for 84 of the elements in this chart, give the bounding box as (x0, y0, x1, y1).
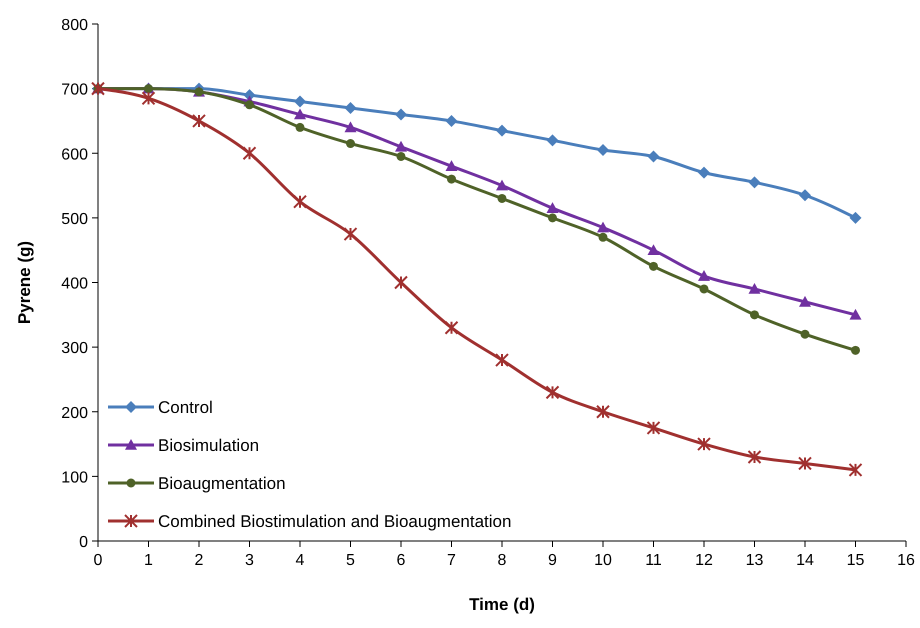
point (396, 152, 406, 161)
point (546, 385, 560, 400)
point (346, 139, 355, 148)
y-tick-label: 400 (61, 276, 88, 292)
x-tick-label: 13 (746, 552, 764, 569)
y-tick-label: 800 (61, 17, 88, 34)
point (245, 100, 254, 110)
x-tick-label: 5 (346, 552, 356, 569)
x-tick-label: 0 (94, 552, 103, 569)
x-tick-label: 11 (645, 552, 662, 569)
point (648, 150, 660, 162)
point (748, 450, 762, 464)
point (799, 296, 811, 307)
point (851, 346, 860, 355)
point (850, 212, 862, 224)
x-tick-label: 10 (594, 552, 612, 569)
x-tick-label: 3 (245, 552, 254, 569)
point (798, 456, 812, 470)
y-tick-label: 0 (79, 534, 88, 551)
point (395, 108, 407, 120)
y-axis-title: Pyrene (g) (15, 240, 34, 324)
x-tick-label: 2 (194, 552, 204, 569)
point (598, 232, 608, 242)
point (395, 140, 407, 152)
point (698, 166, 710, 179)
point (344, 121, 356, 132)
point (748, 176, 760, 188)
point (192, 114, 206, 128)
point (293, 194, 307, 209)
point (850, 308, 862, 320)
point (750, 310, 759, 320)
y-tick-label: 200 (61, 404, 88, 422)
point (142, 91, 156, 106)
point (446, 114, 458, 127)
point (848, 462, 862, 477)
point (649, 262, 658, 271)
legend-label: Bioaugmentation (158, 474, 286, 493)
point (495, 353, 509, 368)
legend-label: Biosimulation (158, 436, 260, 455)
point (597, 144, 609, 156)
point (496, 124, 508, 137)
y-tick-label: 500 (61, 210, 88, 228)
point (394, 276, 408, 290)
point (697, 437, 711, 452)
point (344, 102, 356, 114)
point (748, 282, 760, 294)
point (242, 146, 256, 160)
y-tick-label: 100 (61, 469, 88, 486)
point (700, 284, 708, 294)
point (646, 420, 660, 435)
point (546, 134, 558, 146)
y-tick-label: 600 (61, 146, 88, 164)
x-tick-label: 12 (695, 552, 713, 569)
x-tick-label: 16 (897, 552, 915, 569)
point (344, 227, 358, 242)
point (596, 404, 610, 419)
point (548, 213, 557, 222)
x-tick-label: 8 (498, 552, 507, 569)
x-tick-label: 7 (447, 552, 456, 569)
point (294, 96, 306, 108)
point (799, 189, 811, 202)
y-tick-label: 300 (61, 340, 88, 358)
point (496, 180, 508, 190)
point (444, 320, 458, 335)
point (800, 330, 810, 339)
point (294, 108, 306, 120)
x-tick-label: 4 (296, 552, 305, 569)
point (447, 174, 456, 184)
x-tick-label: 1 (144, 552, 154, 569)
y-tick-label: 700 (61, 82, 88, 99)
point (648, 244, 660, 255)
point (546, 202, 558, 213)
point (698, 270, 710, 281)
point (296, 122, 304, 132)
x-axis-title: Time (d) (469, 595, 535, 614)
x-tick-label: 14 (796, 552, 814, 569)
point (446, 160, 458, 171)
x-tick-label: 6 (396, 552, 406, 569)
legend-label: Combined Biostimulation and Bioaugmentation (158, 512, 512, 531)
x-tick-label: 15 (846, 552, 864, 569)
point (597, 222, 609, 232)
legend-label: Control (158, 398, 213, 417)
point (498, 194, 506, 203)
x-tick-label: 9 (548, 552, 558, 569)
